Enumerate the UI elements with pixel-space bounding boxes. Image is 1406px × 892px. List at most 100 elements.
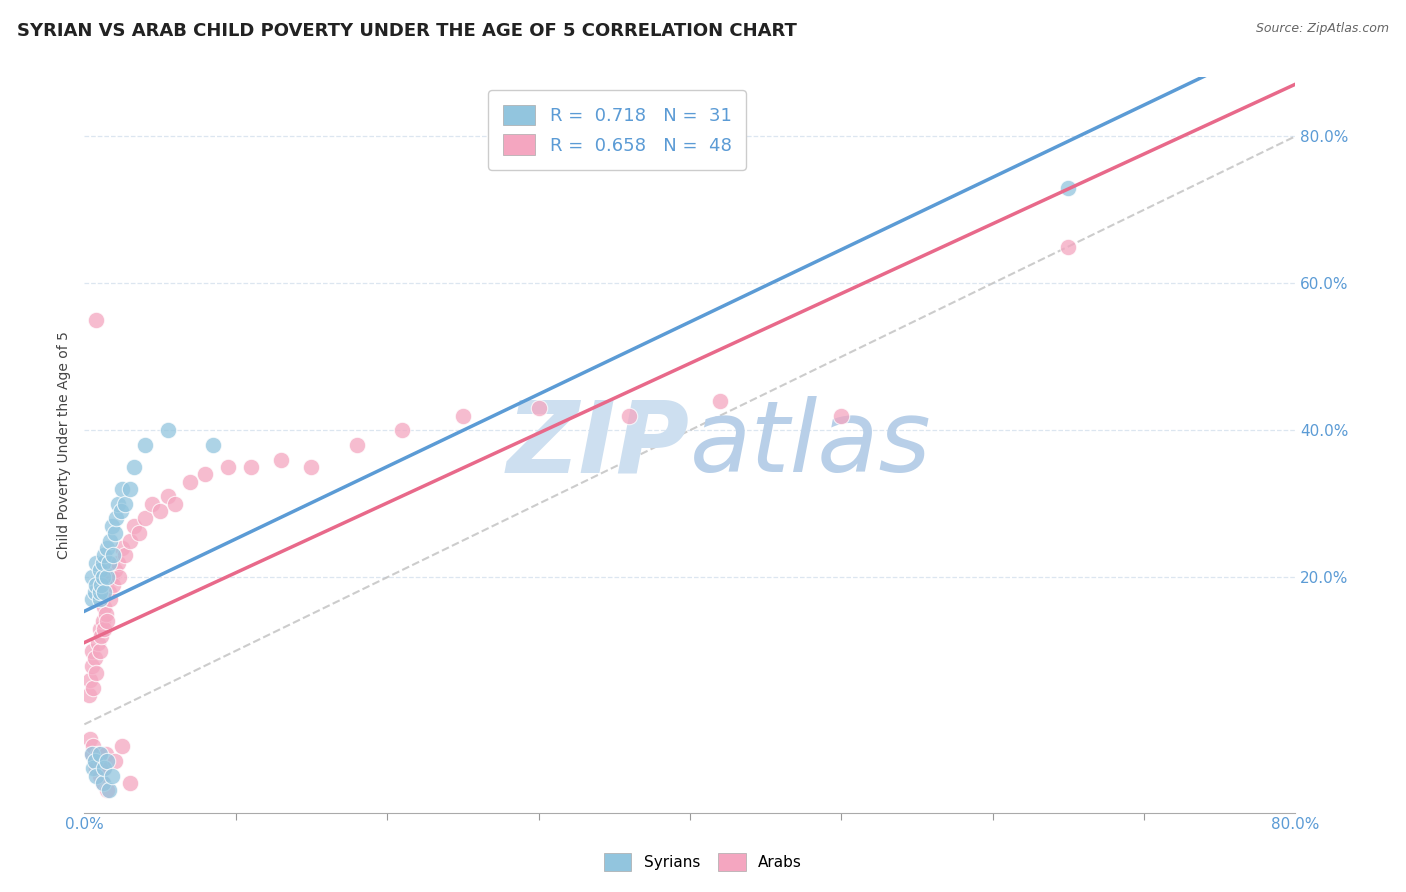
Point: [93, 585, 115, 599]
Point: [100, 519, 122, 533]
Point: [94, 607, 117, 621]
Point: [82, 739, 104, 754]
Point: [89, 769, 111, 783]
Point: [107, 556, 129, 570]
Point: [79, 732, 101, 747]
Point: [86, 577, 108, 591]
Point: [84, 754, 107, 768]
Point: [98, 533, 121, 548]
Point: [90, 577, 112, 591]
Point: [86, 769, 108, 783]
Point: [80, 644, 103, 658]
Point: [194, 467, 217, 482]
Point: [619, 409, 641, 423]
Point: [97, 556, 120, 570]
Point: [93, 761, 115, 775]
Point: [124, 460, 146, 475]
Point: [104, 754, 127, 768]
Point: [97, 585, 120, 599]
Point: [451, 409, 474, 423]
Point: [96, 754, 118, 768]
Point: [91, 776, 114, 790]
Point: [100, 769, 122, 783]
Point: [90, 629, 112, 643]
Point: [93, 622, 115, 636]
Point: [391, 423, 413, 437]
Point: [91, 556, 114, 570]
Point: [108, 570, 131, 584]
Point: [709, 393, 731, 408]
Point: [527, 401, 550, 416]
Point: [93, 761, 115, 775]
Point: [101, 577, 124, 591]
Point: [830, 409, 852, 423]
Point: [93, 599, 115, 614]
Point: [79, 673, 101, 688]
Point: [86, 665, 108, 680]
Point: [217, 460, 239, 475]
Point: [118, 776, 141, 790]
Point: [141, 497, 163, 511]
Point: [91, 570, 114, 584]
Point: [91, 776, 114, 790]
Legend: R =  0.718   N =  31, R =  0.658   N =  48: R = 0.718 N = 31, R = 0.658 N = 48: [488, 90, 747, 169]
Point: [87, 636, 110, 650]
Point: [165, 497, 187, 511]
Point: [89, 747, 111, 761]
Point: [80, 570, 103, 584]
Point: [98, 592, 121, 607]
Legend: Syrians, Arabs: Syrians, Arabs: [598, 847, 808, 877]
Point: [80, 747, 103, 761]
Point: [156, 490, 179, 504]
Point: [89, 622, 111, 636]
Point: [111, 541, 134, 555]
Point: [301, 460, 323, 475]
Point: [77, 688, 100, 702]
Point: [80, 747, 103, 761]
Point: [89, 592, 111, 607]
Point: [202, 438, 225, 452]
Point: [270, 452, 292, 467]
Point: [84, 651, 107, 665]
Point: [90, 754, 112, 768]
Point: [114, 548, 136, 562]
Point: [97, 783, 120, 797]
Text: atlas: atlas: [690, 396, 932, 493]
Point: [91, 615, 114, 629]
Point: [111, 739, 134, 754]
Point: [94, 747, 117, 761]
Point: [118, 482, 141, 496]
Point: [84, 754, 107, 768]
Point: [101, 548, 124, 562]
Point: [82, 681, 104, 695]
Point: [239, 460, 262, 475]
Y-axis label: Child Poverty Under the Age of 5: Child Poverty Under the Age of 5: [58, 331, 72, 559]
Text: Source: ZipAtlas.com: Source: ZipAtlas.com: [1256, 22, 1389, 36]
Point: [134, 438, 156, 452]
Point: [149, 504, 172, 518]
Point: [82, 761, 104, 775]
Point: [96, 783, 118, 797]
Point: [96, 541, 118, 555]
Point: [100, 570, 122, 584]
Point: [134, 511, 156, 525]
Point: [118, 533, 141, 548]
Point: [89, 585, 111, 599]
Point: [86, 556, 108, 570]
Point: [179, 475, 201, 489]
Point: [1057, 239, 1080, 253]
Point: [89, 644, 111, 658]
Point: [104, 526, 127, 541]
Point: [114, 497, 136, 511]
Point: [156, 423, 179, 437]
Point: [96, 570, 118, 584]
Point: [84, 585, 107, 599]
Point: [105, 511, 128, 525]
Point: [80, 658, 103, 673]
Point: [80, 592, 103, 607]
Point: [107, 497, 129, 511]
Point: [346, 438, 368, 452]
Point: [110, 504, 132, 518]
Point: [86, 761, 108, 775]
Point: [87, 747, 110, 761]
